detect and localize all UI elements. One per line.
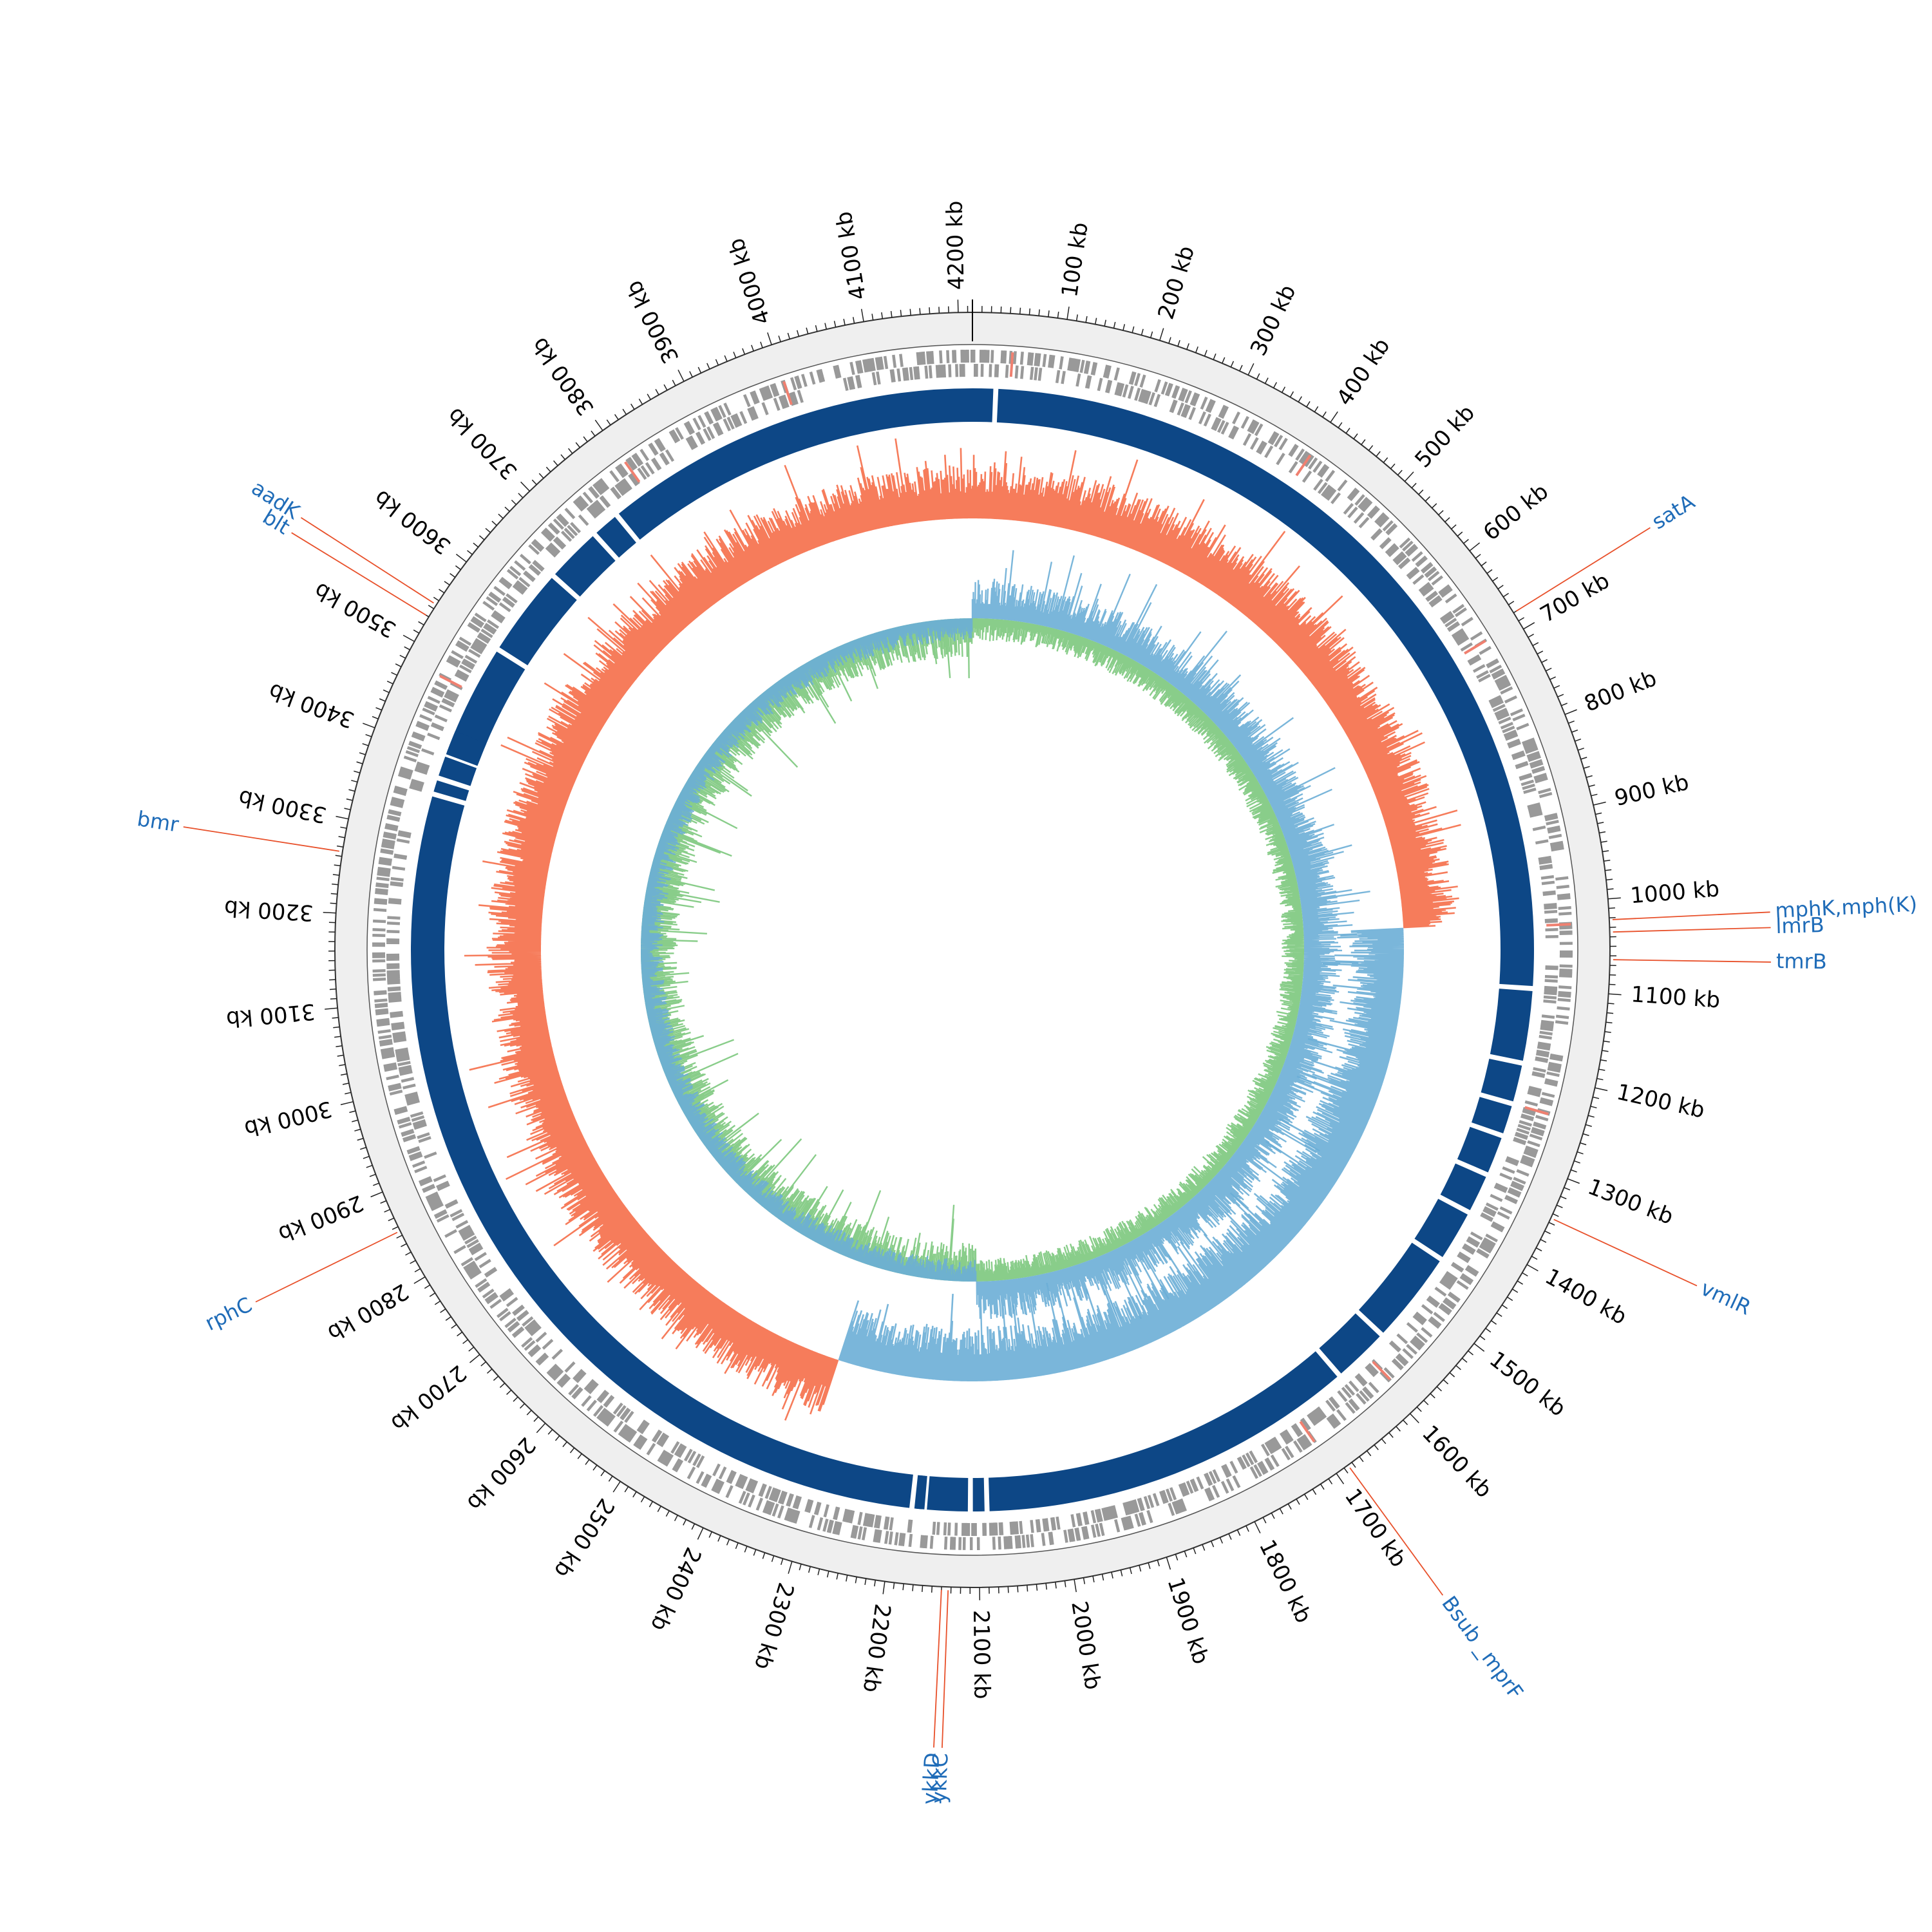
tick-label: 300 kb — [1245, 281, 1302, 360]
tick-label: 100 kb — [1057, 220, 1094, 299]
tick-label: 2300 kb — [749, 1580, 799, 1672]
tick-label: 3700 kb — [442, 402, 522, 485]
gene-leader-line — [1349, 1467, 1444, 1596]
tick-label: 3200 kb — [223, 895, 314, 925]
contig-segment — [596, 516, 636, 558]
contig-segment — [1490, 989, 1533, 1061]
contig-segment — [618, 388, 972, 540]
gene-leader-line — [291, 532, 427, 616]
tick-label: 2600 kb — [462, 1432, 541, 1516]
contig-segment — [996, 388, 1534, 987]
tick-label: 2100 kb — [968, 1610, 995, 1700]
tick-label: 1300 kb — [1584, 1174, 1677, 1230]
gc-skew-positive — [640, 550, 1370, 1343]
tick-label: 2500 kb — [549, 1493, 620, 1582]
gc-skew-track — [640, 550, 1370, 1343]
tick-label: 1200 kb — [1615, 1079, 1707, 1124]
contig-fragment — [916, 1475, 927, 1510]
gene-label: satA — [1647, 489, 1699, 535]
contig-segment — [1358, 1242, 1440, 1333]
tick-label: 4000 kb — [723, 235, 776, 328]
contig-segment — [1481, 1058, 1522, 1102]
tick-label: 3800 kb — [527, 332, 600, 420]
tick-label: 3900 kb — [621, 276, 684, 368]
tick-label: 1700 kb — [1340, 1484, 1412, 1572]
tick-label: 1900 kb — [1162, 1575, 1213, 1667]
tick-label: 600 kb — [1479, 478, 1553, 545]
gene-label: ykkC — [927, 1752, 953, 1804]
tick-label: 700 kb — [1536, 568, 1614, 628]
contig-segment — [1457, 1126, 1502, 1173]
tick-label: 1000 kb — [1629, 876, 1720, 909]
tick-label: 2400 kb — [645, 1543, 706, 1635]
tick-label: 1400 kb — [1540, 1264, 1631, 1330]
gene-label: ykkD — [918, 1752, 945, 1805]
gene-leader-line — [933, 1589, 942, 1748]
tick-label: 800 kb — [1581, 665, 1660, 717]
tick-label: 3400 kb — [265, 677, 358, 733]
tick-label: 2000 kb — [1066, 1599, 1106, 1691]
gc-content-low — [838, 927, 1405, 1382]
tick-label: 2800 kb — [323, 1278, 413, 1346]
cds-track — [372, 349, 1573, 1551]
gene-leader-line — [300, 516, 434, 604]
gene-leader-line — [183, 826, 340, 852]
contig-segment — [1440, 1163, 1486, 1211]
tick-label: 200 kb — [1153, 243, 1200, 323]
tick-label: 3600 kb — [369, 484, 455, 559]
gene-label: vmlR — [1697, 1276, 1755, 1320]
scale-ticks — [323, 299, 1622, 1600]
tick-label: 2700 kb — [386, 1359, 471, 1436]
contig-segment — [439, 756, 477, 786]
gene-leader-line — [255, 1231, 398, 1303]
contig-segment — [989, 1351, 1338, 1511]
gene-leader-line — [1612, 911, 1770, 920]
tick-label: 3000 kb — [242, 1095, 334, 1142]
tick-label: 2900 kb — [274, 1189, 366, 1247]
gc-content-high — [464, 438, 1461, 1421]
cds-features — [372, 349, 1573, 1551]
contig-segment — [927, 1476, 969, 1511]
tick-label: 3100 kb — [225, 998, 317, 1032]
tick-label: 400 kb — [1332, 334, 1396, 410]
contig-segment — [972, 388, 994, 422]
contig-segment — [1319, 1313, 1380, 1374]
contig-segment — [554, 536, 616, 597]
cds-highlighted-features — [439, 352, 1571, 1443]
tick-label: 4200 kb — [942, 200, 969, 290]
contig-segment — [972, 1477, 985, 1511]
gene-label: lmrB — [1776, 913, 1824, 938]
contig-fragment — [446, 730, 486, 766]
tick-label: 900 kb — [1612, 770, 1691, 812]
contig-segment — [1472, 1097, 1512, 1133]
tick-label: 1600 kb — [1417, 1421, 1497, 1503]
contig-segment — [410, 796, 913, 1508]
tick-label: 1800 kb — [1254, 1536, 1316, 1627]
gene-label: Bsub _mprF — [1437, 1591, 1528, 1704]
tick-label: 3500 kb — [310, 577, 401, 643]
gene-leader-line — [1553, 1218, 1698, 1287]
gene-leader-line — [1613, 959, 1771, 963]
gene-label: tmrB — [1776, 949, 1827, 974]
contig-segment — [499, 578, 577, 666]
contig-ring — [410, 388, 1534, 1511]
backbone-inner-line — [366, 344, 1578, 1556]
tick-label: 4100 kb — [831, 209, 871, 301]
tick-label: 500 kb — [1410, 400, 1480, 473]
tick-label: 1100 kb — [1630, 981, 1721, 1013]
tick-label: 1500 kb — [1484, 1347, 1571, 1422]
gene-label: rphC — [201, 1292, 256, 1336]
gene-leader-line — [1613, 927, 1771, 933]
contig-segment — [1414, 1198, 1468, 1257]
gene-leader-line — [1516, 527, 1651, 612]
gene-label: bmr — [135, 806, 181, 837]
tick-label: 3300 kb — [236, 784, 329, 828]
tick-label: 2200 kb — [858, 1602, 896, 1694]
gene-leader-line — [941, 1590, 949, 1748]
gc-content-track — [464, 438, 1461, 1421]
contig-segment — [433, 780, 469, 801]
